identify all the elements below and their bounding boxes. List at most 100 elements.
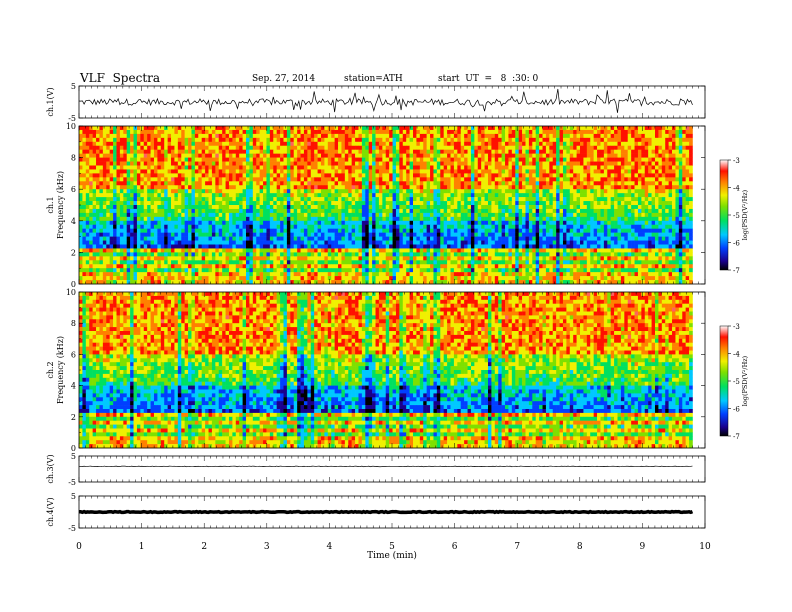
spectrogram-cell [334, 185, 339, 190]
spectrogram-cell [300, 153, 305, 158]
spectrogram-cell [576, 181, 581, 186]
spectrogram-cell [85, 197, 90, 202]
spectrogram-cell [634, 145, 639, 150]
spectrogram-cell [361, 224, 366, 229]
spectrogram-cell [126, 208, 131, 214]
spectrogram-cell [130, 149, 134, 154]
spectrogram-cell [191, 185, 196, 190]
spectrogram-cell [191, 161, 196, 166]
spectrogram-cell [678, 133, 683, 139]
spectrogram-cell [402, 220, 407, 226]
spectrogram-cell [136, 153, 141, 158]
spectrogram-cell [307, 129, 312, 135]
spectrogram-cell [82, 205, 87, 210]
spectrogram-cell [450, 181, 455, 186]
spectrogram-cell [211, 165, 216, 170]
spectrogram-cell [426, 216, 431, 222]
spectrogram-cell [252, 220, 257, 226]
spectrogram-cell [297, 212, 301, 218]
spectrogram-cell [689, 129, 693, 135]
spectrogram-cell [99, 149, 104, 154]
spectrogram-cell [167, 216, 172, 222]
spectrogram-cell [447, 189, 451, 194]
spectrogram-cell [515, 193, 519, 198]
spectrogram-cell [569, 212, 574, 218]
spectrogram-cell [310, 208, 315, 214]
spectrogram-cell [361, 205, 366, 210]
spectrogram-cell [331, 228, 335, 233]
spectrogram-cell [126, 193, 131, 198]
spectrogram-cell [140, 141, 145, 147]
spectrogram-cell [150, 133, 155, 139]
spectrogram-cell [600, 212, 605, 218]
spectrogram-cell [484, 153, 489, 158]
spectrogram-cell [447, 169, 451, 174]
spectrogram-cell [177, 145, 182, 150]
spectrogram-cell [334, 212, 339, 218]
spectrogram-cell [222, 224, 226, 229]
spectrogram-cell [256, 228, 260, 233]
spectrogram-cell [651, 133, 656, 139]
spectrogram-cell [580, 216, 584, 222]
spectrogram-cell [365, 208, 369, 214]
spectrogram-cell [358, 208, 363, 214]
spectrogram-cell [593, 208, 598, 214]
spectrogram-cell [355, 216, 359, 222]
spectrogram-cell [501, 177, 506, 182]
spectrogram-cell [535, 145, 540, 150]
spectrogram-cell [389, 137, 393, 143]
spectrogram-cell [399, 157, 404, 162]
spectrogram-cell [266, 208, 271, 214]
spectrogram-cell [140, 149, 145, 154]
spectrogram-cell [678, 201, 683, 206]
spectrogram-cell [457, 169, 462, 174]
spectrogram-cell [566, 216, 571, 222]
spectrogram-cell [153, 208, 158, 214]
spectrogram-cell [382, 157, 387, 162]
spectrogram-cell [637, 189, 642, 194]
spectrogram-cell [249, 193, 254, 198]
spectrogram-cell [508, 216, 513, 222]
spectrogram-cell [140, 197, 145, 202]
spectrogram-cell [102, 129, 107, 135]
spectrogram-cell [269, 145, 274, 150]
spectrogram-cell [338, 181, 342, 186]
spectrogram-cell [532, 201, 536, 206]
spectrogram-cell [293, 220, 298, 226]
spectrogram-cell [222, 137, 226, 143]
spectrogram-cell [171, 201, 175, 206]
spectrogram-cell [331, 205, 335, 210]
spectrogram-cell [191, 212, 196, 218]
spectrogram-cell [389, 161, 393, 166]
spectrogram-cell [419, 193, 424, 198]
spectrogram-cell [198, 197, 202, 202]
spectrogram-cell [413, 181, 417, 186]
spectrogram-cell [198, 185, 202, 190]
spectrogram-cell [280, 165, 284, 170]
spectrogram-cell [423, 161, 427, 166]
spectrogram-cell [457, 141, 462, 147]
spectrogram-cell [498, 169, 502, 174]
spectrogram-cell [511, 193, 516, 198]
spectrogram-cell [249, 177, 254, 182]
spectrogram-cell [331, 197, 335, 202]
spectrogram-cell [416, 212, 421, 218]
spectrogram-cell [399, 165, 404, 170]
spectrogram-cell [252, 197, 257, 202]
spectrogram-cell [665, 169, 669, 174]
spectrogram-cell [413, 165, 417, 170]
spectrogram-cell [668, 129, 673, 135]
spectrogram-cell [532, 149, 536, 154]
spectrogram-cell [211, 153, 216, 158]
spectrogram-cell [491, 129, 496, 135]
spectrogram-cell [82, 161, 87, 166]
spectrogram-cell [303, 224, 308, 229]
spectrogram-cell [307, 189, 312, 194]
spectrogram-cell [436, 126, 441, 131]
spectrogram-cell [661, 224, 666, 229]
spectrogram-cell [160, 212, 165, 218]
spectrogram-cell [515, 145, 519, 150]
spectrogram-cell [259, 220, 264, 226]
spectrogram-cell [293, 205, 298, 210]
spectrogram-cell [586, 212, 591, 218]
